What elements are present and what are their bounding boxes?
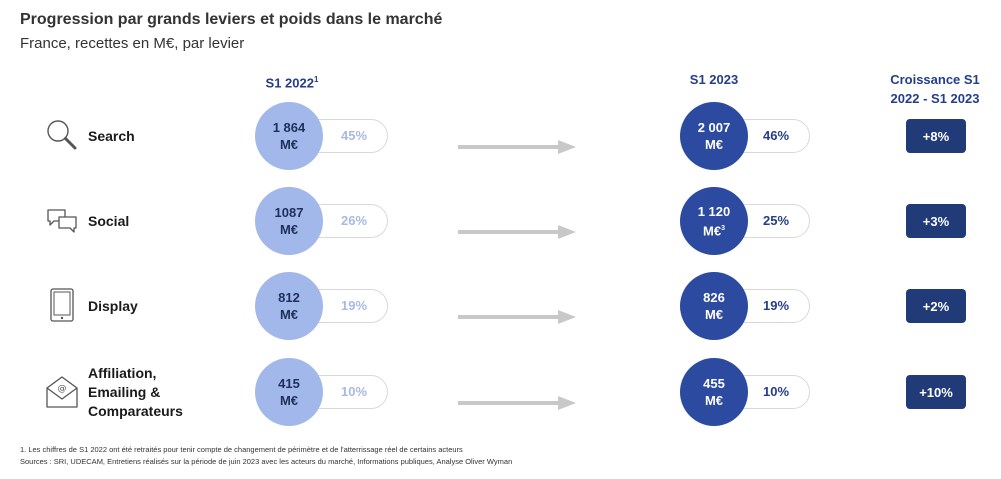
value-2023: 1 120 xyxy=(697,203,731,219)
tablet-icon xyxy=(45,288,79,322)
value-2022: 1 864 xyxy=(272,120,306,135)
unit-2022-text: M€ xyxy=(279,222,299,237)
magnifier-icon xyxy=(45,118,79,152)
share-value-2022: 45% xyxy=(341,128,368,143)
share-value-2022: 26% xyxy=(341,213,368,228)
column-header-2023: S1 2023 xyxy=(689,72,739,87)
share-value-2022: 10% xyxy=(341,384,368,399)
row-label-line: Search xyxy=(88,127,135,144)
column-header-growth-line2: 2022 - S1 2023 xyxy=(890,91,980,106)
unit-2022-text: M€ xyxy=(279,393,299,408)
email-envelope-icon: @ xyxy=(45,374,79,408)
unit-2022-text: M€ xyxy=(279,307,299,322)
unit-2023: M€ xyxy=(705,392,723,409)
chart-subtitle: France, recettes en M€, par levier xyxy=(20,35,245,52)
value-2022: 812 xyxy=(278,290,300,305)
row-label-line: Display xyxy=(88,297,138,314)
footnote-sources: Sources : SRI, UDECAM, Entretiens réalis… xyxy=(20,457,513,466)
share-value-2023: 19% xyxy=(763,298,790,313)
value-2022: 415 xyxy=(278,376,300,391)
value-circle-2023: 2 007 M€ xyxy=(680,102,748,170)
unit-2022-text: M€ xyxy=(279,137,299,152)
unit-2023-footnote-marker: 3 xyxy=(721,224,725,232)
value-circle-2022: 812 M€ xyxy=(255,272,323,340)
row-label-line: Social xyxy=(88,212,130,229)
unit-2022: M€ xyxy=(280,306,298,323)
row-label-line: Emailing & xyxy=(88,383,161,400)
unit-2023: M€3 xyxy=(703,220,725,239)
row-label-line: Comparateurs xyxy=(88,402,183,419)
column-header-2022: S1 20221 xyxy=(240,70,344,92)
chat-bubbles-icon xyxy=(45,203,79,237)
unit-2023-text: M€ xyxy=(703,223,722,239)
value-circle-2022: 1087 M€ xyxy=(255,187,323,255)
growth-badge: +2% xyxy=(906,289,966,323)
value-2023: 2 007 xyxy=(697,120,731,135)
svg-text:@: @ xyxy=(58,384,67,394)
progression-arrow xyxy=(458,224,576,240)
row-label: Social xyxy=(88,212,129,231)
unit-2023: M€ xyxy=(705,136,723,153)
footnote-1: 1. Les chiffres de S1 2022 ont été retra… xyxy=(20,445,463,454)
value-circle-2022: 415 M€ xyxy=(255,358,323,426)
progression-arrow xyxy=(458,309,576,325)
value-2023: 455 xyxy=(703,376,725,391)
unit-2023-text: M€ xyxy=(704,137,724,152)
value-circle-2023: 826 M€ xyxy=(680,272,748,340)
column-header-2022-text: S1 2022 xyxy=(265,75,314,91)
row-label: Display xyxy=(88,297,138,316)
column-header-growth-line1: Croissance S1 xyxy=(890,72,980,87)
growth-badge: +3% xyxy=(906,204,966,238)
unit-2023: M€ xyxy=(705,306,723,323)
row-label: Affiliation, Emailing & Comparateurs xyxy=(88,364,183,421)
progression-arrow xyxy=(458,395,576,411)
share-value-2023: 46% xyxy=(763,128,790,143)
value-2022: 1087 xyxy=(274,205,304,220)
share-value-2023: 10% xyxy=(763,384,790,399)
unit-2022: M€ xyxy=(280,136,298,153)
growth-badge: +10% xyxy=(906,375,966,409)
unit-2022: M€ xyxy=(280,392,298,409)
unit-2023-text: M€ xyxy=(704,393,724,408)
value-circle-2023: 455 M€ xyxy=(680,358,748,426)
value-circle-2022: 1 864 M€ xyxy=(255,102,323,170)
growth-badge: +8% xyxy=(906,119,966,153)
unit-2023-text: M€ xyxy=(704,307,724,322)
share-value-2022: 19% xyxy=(341,298,368,313)
row-label-line: Affiliation, xyxy=(88,364,157,381)
column-header-growth: Croissance S1 2022 - S1 2023 xyxy=(870,70,1000,108)
share-value-2023: 25% xyxy=(763,213,790,228)
value-2023: 826 xyxy=(703,290,725,305)
chart-title: Progression par grands leviers et poids … xyxy=(20,11,443,28)
progression-arrow xyxy=(458,139,576,155)
value-circle-2023: 1 120 M€3 xyxy=(680,187,748,255)
column-header-2022-footnote-marker: 1 xyxy=(313,75,319,84)
row-label: Search xyxy=(88,127,135,146)
unit-2022: M€ xyxy=(280,221,298,238)
